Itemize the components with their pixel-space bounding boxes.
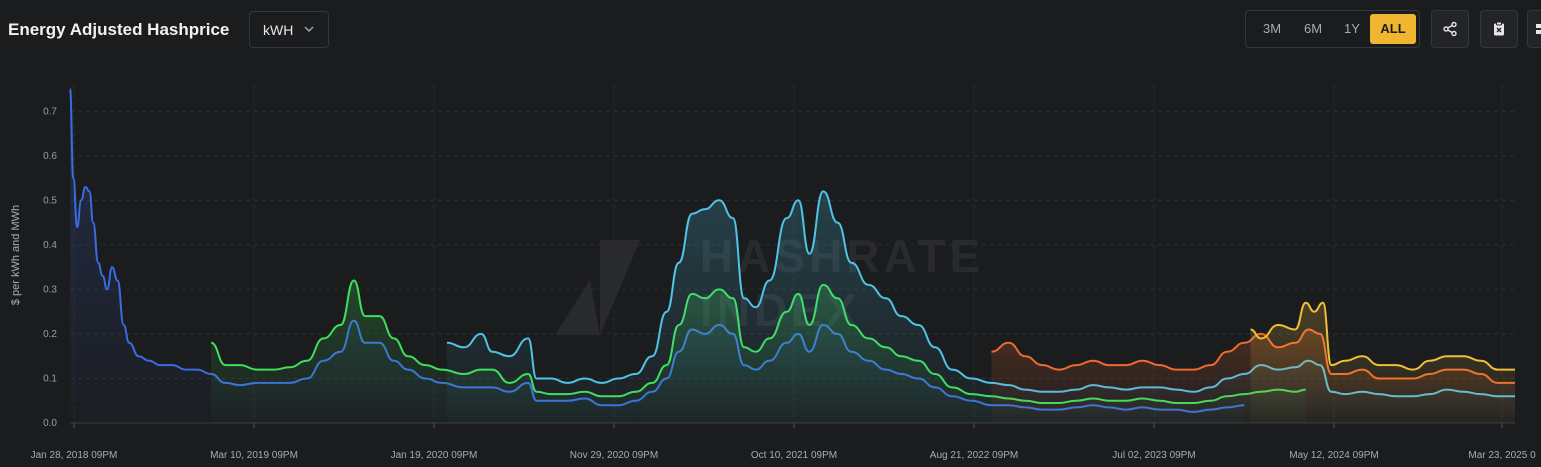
- series-group: [69, 88, 1515, 423]
- more-icon: [1535, 24, 1541, 34]
- y-tick-label: 0.6: [43, 151, 57, 162]
- y-tick-label: 0.1: [43, 373, 57, 384]
- x-tick-label: Oct 10, 2021 09PM: [751, 450, 837, 461]
- series-line-4: [1250, 301, 1515, 371]
- y-tick-label: 0.5: [43, 195, 57, 206]
- share-button[interactable]: [1431, 10, 1469, 48]
- page-title: Energy Adjusted Hashprice: [8, 20, 230, 39]
- series-area-2: [446, 191, 1515, 423]
- x-tick-label: Aug 21, 2022 09PM: [930, 450, 1018, 461]
- range-1y-button[interactable]: 1Y: [1344, 21, 1360, 36]
- unit-select[interactable]: kWH: [249, 11, 329, 48]
- range-6m-button[interactable]: 6M: [1303, 21, 1323, 36]
- more-button[interactable]: [1527, 10, 1541, 48]
- x-tick-label: Jul 02, 2023 09PM: [1112, 450, 1195, 461]
- y-tick-label: 0.4: [43, 240, 57, 251]
- chevron-down-icon: [304, 26, 314, 32]
- x-tick-label: May 12, 2024 09PM: [1289, 450, 1379, 461]
- x-tick-label: Mar 10, 2019 09PM: [210, 450, 298, 461]
- range-all-button[interactable]: ALL: [1370, 14, 1416, 44]
- y-axis: 0.0 0.1 0.2 0.3 0.4 0.5 0.6 0.7: [43, 106, 57, 429]
- y-tick-label: 0.7: [43, 106, 57, 117]
- y-tick-label: 0.3: [43, 284, 57, 295]
- series-area-0: [70, 89, 1245, 423]
- range-3m-button[interactable]: 3M: [1262, 21, 1282, 36]
- unit-select-value: kWH: [263, 21, 294, 38]
- x-tick-label: Nov 29, 2020 09PM: [570, 450, 658, 461]
- x-tick-label: Jan 28, 2018 09PM: [31, 450, 118, 461]
- y-tick-label: 0.0: [43, 418, 57, 429]
- x-tick-label: Jan 19, 2020 09PM: [391, 450, 478, 461]
- x-axis: Jan 28, 2018 09PM Mar 10, 2019 09PM Jan 19…: [31, 450, 1536, 461]
- series-area-4: [1250, 302, 1515, 423]
- clipboard-icon: [1494, 21, 1504, 36]
- y-tick-label: 0.2: [43, 329, 57, 340]
- range-selector: 3M 6M 1Y ALL: [1245, 10, 1420, 48]
- clipboard-button[interactable]: [1480, 10, 1518, 48]
- share-icon: [1443, 21, 1457, 37]
- x-tick-label: Mar 23, 2025 0: [1468, 450, 1536, 461]
- y-axis-label: $ per kWh and MWh: [10, 205, 22, 305]
